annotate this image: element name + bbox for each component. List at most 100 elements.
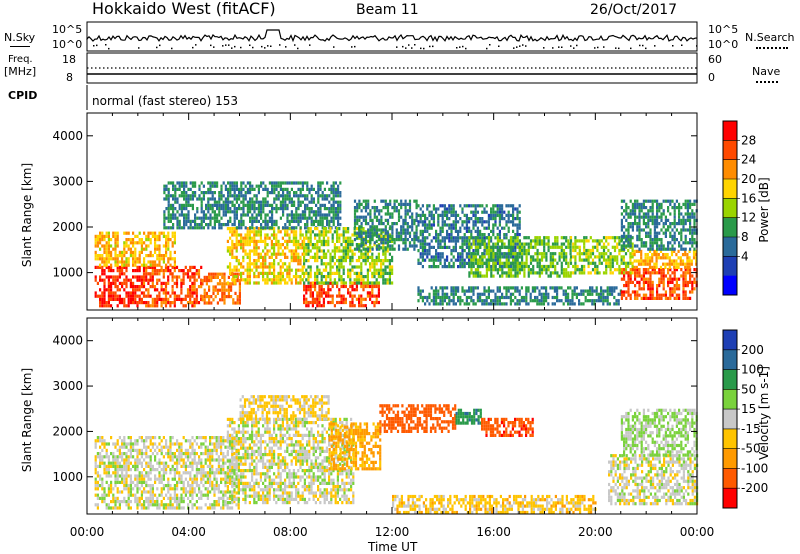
heatmap-cell xyxy=(523,248,526,253)
heatmap-cell xyxy=(647,268,650,272)
heatmap-cell xyxy=(452,245,455,249)
heatmap-cell xyxy=(611,271,614,275)
heatmap-cell xyxy=(536,302,539,306)
heatmap-cell xyxy=(673,268,676,272)
heatmap-cell xyxy=(219,282,222,286)
heatmap-cell xyxy=(158,291,161,295)
heatmap-cell xyxy=(611,261,614,265)
heatmap-cell xyxy=(393,209,396,213)
heatmap-cell xyxy=(472,204,475,208)
heatmap-cell xyxy=(132,260,135,264)
heatmap-cell xyxy=(523,274,526,278)
heatmap-cell xyxy=(378,247,381,251)
heatmap-cell xyxy=(231,210,234,214)
heatmap-cell xyxy=(158,234,161,238)
heatmap-cell xyxy=(454,289,457,293)
heatmap-cell xyxy=(255,184,258,188)
heatmap-cell xyxy=(237,262,240,266)
heatmap-cell xyxy=(230,282,233,286)
heatmap-cell xyxy=(366,291,369,295)
heatmap-cell xyxy=(185,216,188,220)
heatmap-cell xyxy=(454,242,457,246)
heatmap-cell xyxy=(605,245,608,249)
heatmap-cell xyxy=(400,225,403,229)
heatmap-cell xyxy=(415,234,418,238)
heatmap-cell xyxy=(684,265,687,269)
heatmap-cell xyxy=(321,216,324,220)
heatmap-cell xyxy=(452,302,455,306)
heatmap-cell xyxy=(173,304,176,308)
heatmap-cell xyxy=(180,301,183,305)
heatmap-cell xyxy=(231,200,234,204)
heatmap-cell xyxy=(439,299,442,303)
heatmap-cell xyxy=(538,258,541,262)
heatmap-cell xyxy=(362,281,365,285)
heatmap-cell xyxy=(367,222,370,226)
heatmap-cell xyxy=(149,278,152,282)
heatmap-cell xyxy=(191,197,194,201)
heatmap-cell xyxy=(205,203,208,207)
heatmap-cell xyxy=(185,213,188,217)
heatmap-cell xyxy=(386,271,389,275)
heatmap-cell xyxy=(669,293,672,297)
heatmap-cell xyxy=(485,274,488,278)
heatmap-cell xyxy=(282,200,285,204)
nsearch-dot xyxy=(96,44,98,47)
heatmap-cell xyxy=(498,207,501,211)
heatmap-cell xyxy=(540,295,543,300)
heatmap-cell xyxy=(638,225,641,229)
heatmap-cell xyxy=(255,197,258,201)
heatmap-cell xyxy=(173,281,176,285)
heatmap-cell xyxy=(328,207,331,211)
heatmap-cell xyxy=(477,252,480,256)
heatmap-cell xyxy=(255,226,258,230)
heatmap-cell xyxy=(304,194,307,198)
heatmap-cell xyxy=(545,268,548,272)
heatmap-cell xyxy=(271,207,274,211)
heatmap-cell xyxy=(211,191,214,195)
heatmap-cell xyxy=(573,289,576,293)
heatmap-cell xyxy=(158,250,161,254)
heatmap-cell xyxy=(178,181,181,185)
heatmap-cell xyxy=(205,207,208,211)
heatmap-cell xyxy=(472,236,475,240)
heatmap-cell xyxy=(262,271,265,275)
heatmap-cell xyxy=(114,241,117,245)
heatmap-cell xyxy=(424,249,427,253)
heatmap-cell xyxy=(257,219,260,223)
heatmap-cell xyxy=(147,238,150,242)
heatmap-cell xyxy=(487,302,490,306)
heatmap-cell xyxy=(443,292,446,296)
heatmap-cell xyxy=(277,281,280,285)
heatmap-cell xyxy=(380,209,383,213)
heatmap-cell xyxy=(325,243,328,247)
heatmap-cell xyxy=(441,295,444,300)
heatmap-cell xyxy=(207,191,210,195)
heatmap-cell xyxy=(651,259,654,263)
heatmap-cell xyxy=(340,255,343,259)
heatmap-cell xyxy=(304,223,307,227)
heatmap-cell xyxy=(132,294,135,298)
heatmap-cell xyxy=(651,238,654,242)
heatmap-cell xyxy=(629,244,632,248)
heatmap-cell xyxy=(450,213,453,217)
heatmap-cell xyxy=(514,233,517,237)
heatmap-cell xyxy=(411,212,414,216)
heatmap-cell xyxy=(547,236,550,240)
heatmap-cell xyxy=(388,262,391,266)
heatmap-cell xyxy=(479,299,482,303)
heatmap-cell xyxy=(318,230,321,234)
heatmap-cell xyxy=(413,199,416,203)
heatmap-cell xyxy=(638,218,641,222)
heatmap-cell xyxy=(191,191,194,195)
heatmap-cell xyxy=(172,203,175,207)
heatmap-cell xyxy=(472,274,475,278)
heatmap-cell xyxy=(268,271,271,275)
heatmap-cell xyxy=(631,261,634,265)
heatmap-cell xyxy=(659,265,663,269)
heatmap-cell xyxy=(578,299,581,303)
heatmap-cell xyxy=(297,219,300,223)
heatmap-cell xyxy=(311,281,314,285)
heatmap-cell xyxy=(295,210,298,214)
heatmap-cell xyxy=(167,210,170,214)
